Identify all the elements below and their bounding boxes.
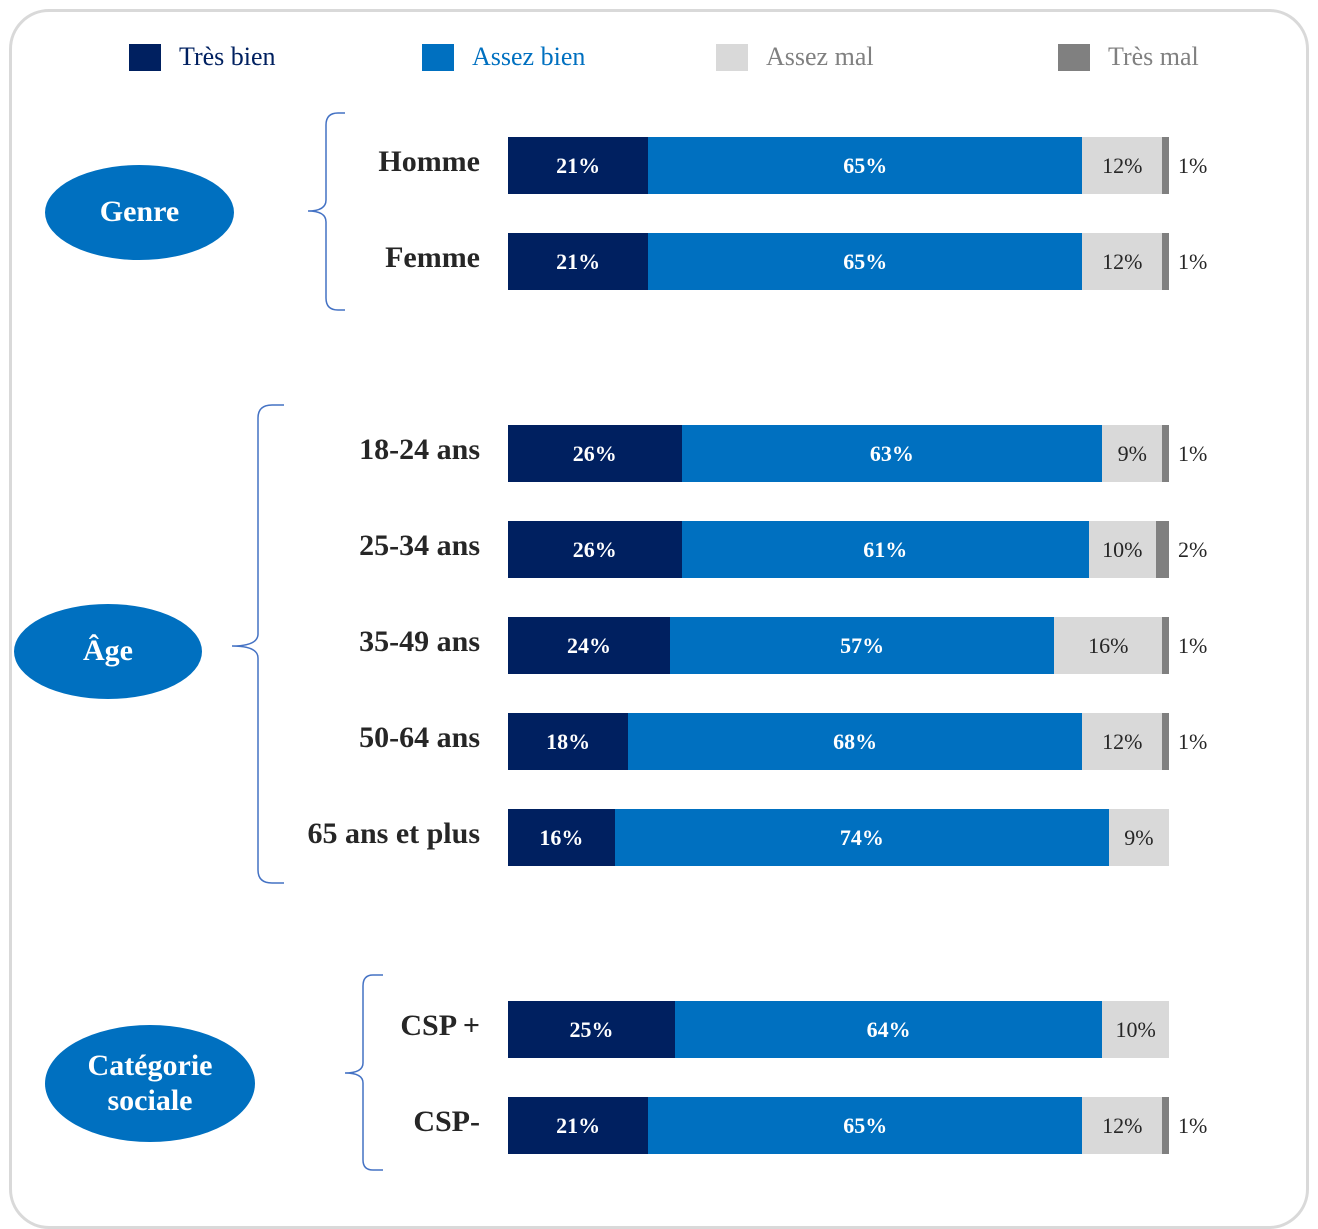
legend-item-tres-bien: Très bien	[129, 42, 276, 72]
seg-tres-mal	[1162, 713, 1169, 770]
seg-assez-mal: 12%	[1082, 137, 1163, 194]
seg-tres-bien: 18%	[508, 713, 629, 770]
seg-assez-mal: 10%	[1088, 521, 1156, 578]
seg-tres-mal	[1162, 425, 1169, 482]
seg-tres-bien: 26%	[508, 521, 682, 578]
seg-tres-bien: 24%	[508, 617, 670, 674]
label-tres-mal: 1%	[1178, 1113, 1208, 1138]
bar-row: 21% 65% 12%	[508, 1097, 1169, 1154]
row-label: 18-24 ans	[359, 433, 480, 466]
seg-tres-bien: 21%	[508, 137, 649, 194]
row-label: 65 ans et plus	[307, 817, 480, 850]
row-label: 50-64 ans	[359, 721, 480, 754]
label-tres-mal: 1%	[1178, 249, 1208, 274]
seg-assez-mal: 12%	[1082, 233, 1163, 290]
legend-item-tres-mal: Très mal	[1058, 42, 1199, 72]
seg-tres-bien: 21%	[508, 1097, 649, 1154]
legend-label-assez-bien: Assez bien	[472, 42, 586, 71]
seg-tres-bien: 16%	[508, 809, 615, 866]
label-tres-mal: 2%	[1178, 537, 1208, 562]
legend-item-assez-bien: Assez bien	[422, 42, 585, 72]
seg-assez-bien: 65%	[648, 1097, 1083, 1154]
seg-assez-bien: 74%	[614, 809, 1109, 866]
row-label: CSP +	[400, 1009, 480, 1042]
bracket-genre	[307, 112, 345, 311]
label-tres-mal: 1%	[1178, 633, 1208, 658]
seg-assez-bien: 57%	[669, 617, 1055, 674]
legend-item-assez-mal: Assez mal	[716, 42, 874, 72]
row-label: 35-49 ans	[359, 625, 480, 658]
seg-assez-bien: 65%	[648, 137, 1083, 194]
bar-row: 16% 74% 9%	[508, 809, 1169, 866]
seg-assez-mal: 16%	[1054, 617, 1163, 674]
seg-tres-bien: 25%	[508, 1001, 675, 1058]
seg-assez-mal: 12%	[1082, 1097, 1163, 1154]
bar-row: 21% 65% 12%	[508, 233, 1169, 290]
bar-row: 24% 57% 16%	[508, 617, 1169, 674]
seg-tres-mal	[1162, 233, 1169, 290]
seg-tres-mal	[1162, 137, 1169, 194]
label-tres-mal: 1%	[1178, 441, 1208, 466]
seg-tres-bien: 21%	[508, 233, 649, 290]
label-tres-mal: 1%	[1178, 153, 1208, 178]
seg-assez-bien: 61%	[681, 521, 1089, 578]
bracket-categorie	[344, 974, 383, 1171]
bar-row: 18% 68% 12%	[508, 713, 1169, 770]
legend-label-tres-mal: Très mal	[1108, 42, 1199, 71]
seg-assez-bien: 63%	[681, 425, 1103, 482]
group-brackets	[231, 112, 383, 1171]
legend-swatch-tres-mal	[1058, 43, 1090, 71]
seg-assez-mal: 9%	[1108, 809, 1169, 866]
bar-row: 25% 64% 10%	[508, 1001, 1169, 1058]
bar-row: 21% 65% 12%	[508, 137, 1169, 194]
row-label: Femme	[385, 241, 480, 274]
seg-tres-bien: 26%	[508, 425, 682, 482]
bar-row: 26% 61% 10%	[508, 521, 1169, 578]
seg-assez-mal: 10%	[1102, 1001, 1169, 1058]
seg-assez-mal: 9%	[1102, 425, 1163, 482]
group-categorie-sociale: Catégorie sociale	[45, 1025, 255, 1142]
seg-assez-bien: 68%	[628, 713, 1083, 770]
seg-assez-bien: 65%	[648, 233, 1083, 290]
legend-swatch-assez-mal	[716, 43, 748, 71]
label-tres-mal: 1%	[1178, 729, 1208, 754]
group-age: Âge	[14, 604, 202, 699]
bar-row: 26% 63% 9%	[508, 425, 1169, 482]
group-genre: Genre	[45, 165, 234, 260]
legend-swatch-assez-bien	[422, 43, 454, 71]
legend-label-tres-bien: Très bien	[179, 42, 276, 71]
seg-tres-mal	[1155, 521, 1169, 578]
legend-swatch-tres-bien	[129, 43, 161, 71]
row-label: 25-34 ans	[359, 529, 480, 562]
row-label: Homme	[378, 145, 480, 178]
seg-assez-bien: 64%	[674, 1001, 1103, 1058]
seg-assez-mal: 12%	[1082, 713, 1163, 770]
seg-tres-mal	[1162, 1097, 1169, 1154]
seg-tres-mal	[1162, 617, 1169, 674]
legend-label-assez-mal: Assez mal	[766, 42, 874, 71]
row-label: CSP-	[413, 1105, 480, 1138]
bracket-age	[231, 404, 284, 884]
